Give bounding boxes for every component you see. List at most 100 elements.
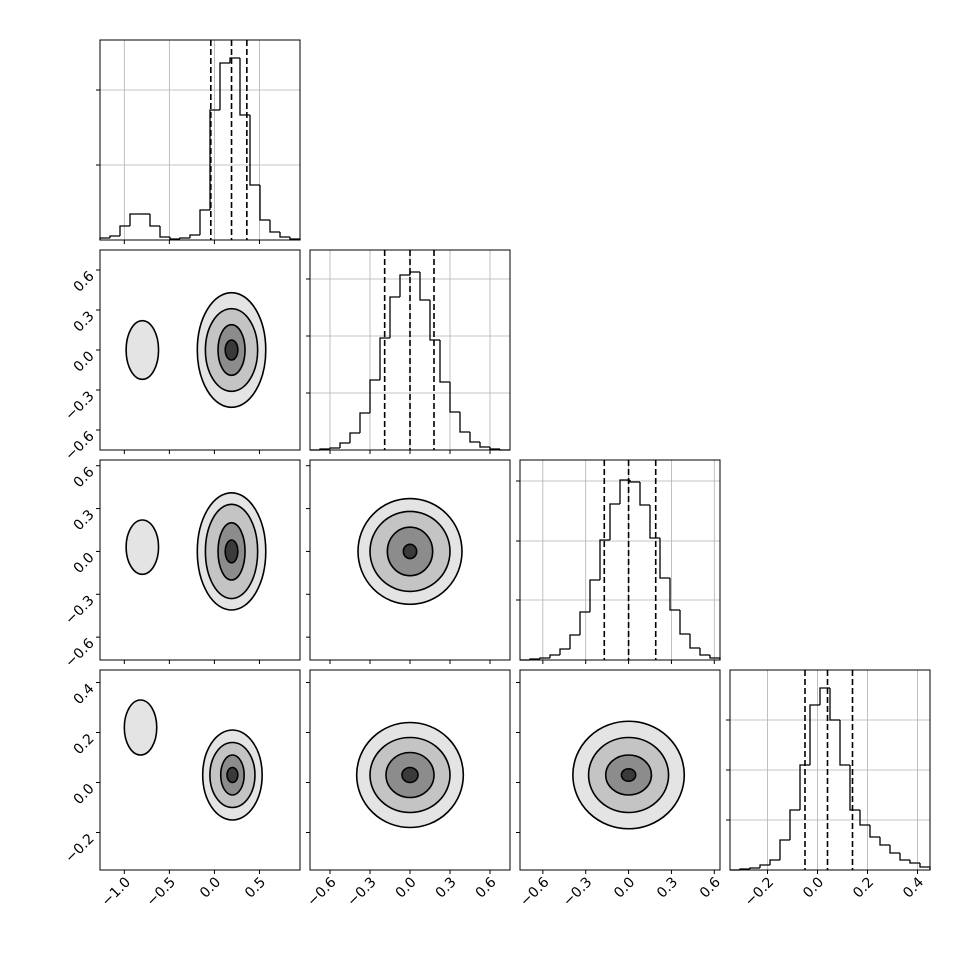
hist-bin [639,482,650,506]
y-tick-label: 0.3 [71,308,98,335]
hist-bin [609,503,620,540]
panel-frame [519,669,721,871]
x-tick-label: 0.0 [393,874,420,901]
panel-frame [99,249,301,451]
hist-bin [149,214,160,227]
y-tick-label: 0.0 [71,348,98,375]
hist-bin [619,479,630,504]
hist-bin [359,412,370,433]
y-tick-label: −0.6 [62,428,97,463]
y-tick-label: 0.6 [71,268,98,295]
hist-bin [159,226,170,238]
hist-bin [809,704,820,765]
x-tick-label: 0.5 [242,874,269,901]
hist-bin [649,505,660,539]
contour [125,319,160,381]
hist-bin [239,58,250,116]
hist-bin [339,442,350,448]
hist-bin [389,296,400,338]
y-tick-label: 0.0 [71,781,98,808]
hist-bin [189,234,200,238]
y-tick-label: 0.3 [71,507,98,534]
hist-bin [209,109,220,210]
contour [123,699,158,756]
hist-bin [249,115,260,186]
panel-frame [519,459,721,661]
x-tick-label: 0.0 [800,874,827,901]
contour [402,543,418,560]
panel-frame [309,669,511,871]
hist-bin [399,274,410,297]
hist-bin [849,765,860,811]
hist-bin [489,447,500,450]
hist-bin [199,209,210,235]
x-tick-label: −0.6 [304,874,339,909]
x-tick-label: −0.2 [742,874,777,909]
hist-bin [569,634,580,649]
hist-bin [349,432,360,443]
x-tick-label: −1.0 [99,874,134,909]
panel-frame [309,459,511,661]
panel-frame [99,669,301,871]
contour [620,767,637,783]
hist-bin [109,235,120,238]
hist-bin [859,810,870,826]
hist-bin [229,57,240,63]
hist-bin [709,655,721,660]
x-tick-label: −0.3 [344,874,379,909]
x-tick-label: 0.0 [197,874,224,901]
panel-frame [309,249,511,451]
y-tick-label: 0.6 [71,464,98,491]
hist-bin [789,809,800,840]
hist-bin [439,340,450,383]
x-tick-label: −0.6 [517,874,552,909]
y-tick-label: −0.6 [62,635,97,670]
contour [125,519,160,576]
hist-bin [679,610,690,635]
x-tick-label: 0.6 [697,874,724,901]
hist-bin [419,272,430,301]
y-tick-label: 0.2 [71,731,98,758]
hist-bin [469,432,480,443]
x-tick-label: −0.3 [560,874,595,909]
hist-bin [579,611,590,635]
x-tick-label: 0.3 [654,874,681,901]
hist-bin [409,271,420,275]
hist-bin [539,657,550,659]
y-tick-label: −0.3 [62,388,97,423]
hist-bin [429,300,440,341]
y-tick-label: −0.2 [62,831,97,866]
hist-bin [169,237,180,240]
hist-bin [689,634,700,649]
hist-bin [459,412,470,433]
hist-bin [669,578,680,611]
hist-bin [799,764,810,810]
hist-bin [259,185,270,221]
hist-bin [869,825,880,838]
x-tick-label: −0.5 [144,874,179,909]
contour [224,539,239,564]
hist-bin [829,688,840,721]
hist-bin [119,225,130,236]
panel-frame [729,669,931,871]
x-tick-label: 0.2 [850,874,877,901]
panel-frame [99,39,301,241]
y-tick-label: 0.4 [71,681,98,708]
hist-bin [759,864,770,868]
hist-bin [449,382,460,413]
hist-bin [899,853,910,861]
hist-bin [369,379,380,413]
hist-bin [909,860,920,864]
x-tick-label: 0.4 [900,874,927,901]
hist-bin [379,337,390,380]
hist-bin [279,232,290,238]
hist-bin [779,839,790,860]
hist-bin [749,867,760,869]
hist-bin [599,539,610,580]
x-tick-label: 0.0 [611,874,638,901]
hist-bin [269,220,280,233]
hist-bin [549,654,560,658]
hist-bin [659,538,670,579]
contour [226,766,239,784]
